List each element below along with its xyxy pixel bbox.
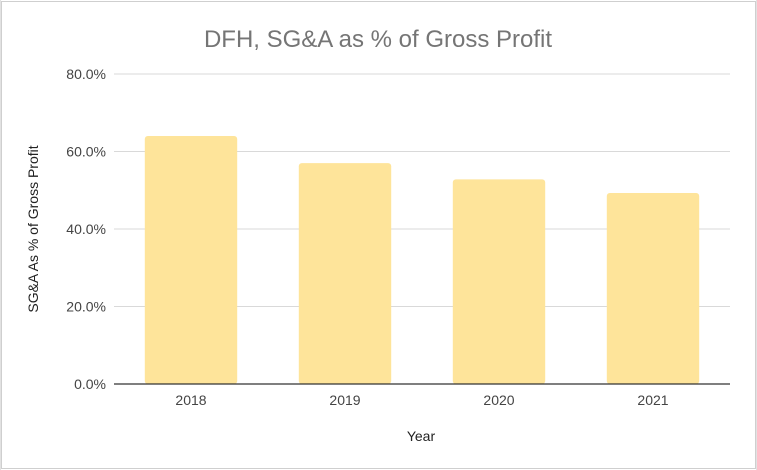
- x-tick-label: 2021: [637, 392, 668, 408]
- y-tick-label: 20.0%: [66, 299, 106, 315]
- x-tick-label: 2018: [175, 392, 206, 408]
- bar-2020[interactable]: [452, 179, 546, 384]
- bar-2019[interactable]: [298, 163, 392, 384]
- y-tick-label: 40.0%: [66, 221, 106, 237]
- y-tick-label: 80.0%: [66, 66, 106, 82]
- y-axis-ticks: 0.0% 20.0% 40.0% 60.0% 80.0%: [66, 66, 106, 392]
- x-tick-label: 2019: [329, 392, 360, 408]
- x-axis-title: Year: [407, 428, 436, 444]
- bar-2021[interactable]: [606, 192, 700, 384]
- chart-title: DFH, SG&A as % of Gross Profit: [204, 26, 552, 53]
- sheet-gridline-left: [0, 0, 1, 470]
- y-tick-label: 0.0%: [74, 376, 106, 392]
- y-tick-label: 60.0%: [66, 144, 106, 160]
- x-axis-ticks: 2018 2019 2020 2021: [175, 392, 668, 408]
- bar-2018[interactable]: [144, 136, 238, 384]
- y-axis-title: SG&A As % of Gross Profit: [25, 145, 41, 312]
- x-tick-label: 2020: [483, 392, 514, 408]
- bars: [114, 136, 730, 385]
